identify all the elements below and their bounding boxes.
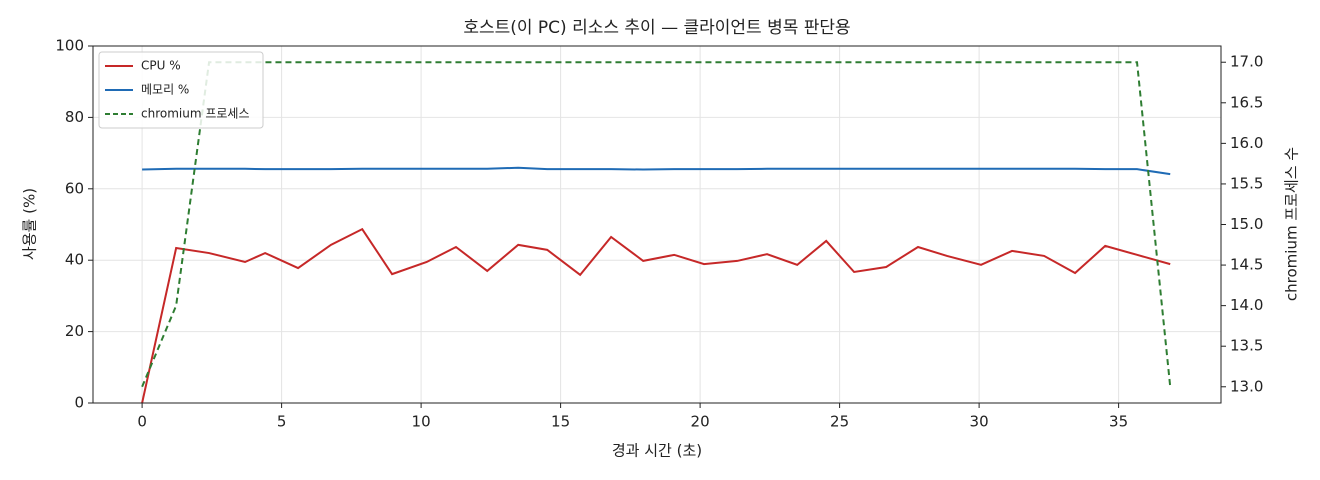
y2-tick-label: 17.0 — [1230, 53, 1263, 71]
x-tick-label: 0 — [137, 413, 147, 431]
series-line — [141, 227, 1171, 404]
y-tick-label: 20 — [65, 322, 84, 340]
legend: CPU % 메모리 % chromium 프로세스 — [98, 51, 264, 129]
y2-tick-label: 16.0 — [1230, 134, 1263, 152]
y2-tick-label: 14.0 — [1230, 296, 1263, 314]
y-axis-label: 사용률 (%) — [21, 188, 39, 260]
series-line — [141, 61, 1172, 388]
y-tick-label: 60 — [65, 179, 84, 197]
y2-axis-label: chromium 프로세스 수 — [1283, 147, 1301, 301]
y-tick-label: 100 — [55, 37, 84, 55]
legend-label: chromium 프로세스 — [141, 107, 250, 121]
x-tick-label: 30 — [970, 413, 989, 431]
legend-box — [98, 51, 264, 129]
y-tick-label: 40 — [65, 251, 84, 269]
y-tick-label: 80 — [65, 108, 84, 126]
y2-tick-label: 13.5 — [1230, 337, 1263, 355]
y-tick-label: 0 — [74, 394, 84, 412]
x-tick-label: 35 — [1109, 413, 1128, 431]
chart-title: 호스트(이 PC) 리소스 추이 — 클라이언트 병목 판단용 — [463, 18, 850, 38]
y2-tick-label: 14.5 — [1230, 256, 1263, 274]
y2-tick-label: 13.0 — [1230, 377, 1263, 395]
legend-label: CPU % — [141, 59, 181, 73]
legend-label: 메모리 % — [141, 83, 189, 97]
y2-tick-label: 15.0 — [1230, 215, 1263, 233]
series-line — [142, 166, 1171, 176]
x-tick-label: 5 — [277, 413, 287, 431]
x-tick-label: 20 — [691, 413, 710, 431]
x-tick-label: 10 — [412, 413, 431, 431]
plot-frame — [92, 45, 1222, 404]
y2-tick-label: 16.5 — [1230, 93, 1263, 111]
x-axis-label: 경과 시간 (초) — [612, 442, 702, 460]
x-tick-label: 15 — [551, 413, 570, 431]
y2-tick-label: 15.5 — [1230, 174, 1263, 192]
x-tick-label: 25 — [830, 413, 849, 431]
